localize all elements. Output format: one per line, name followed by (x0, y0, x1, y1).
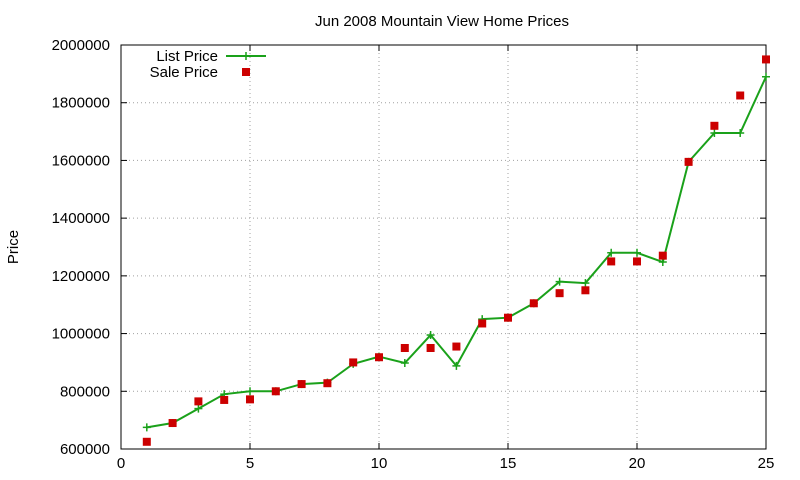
series-list-price (142, 72, 770, 432)
x-tick-label: 25 (758, 455, 775, 472)
y-axis-label: Price (5, 230, 22, 264)
list-price-point (633, 248, 641, 257)
sale-price-point (658, 251, 667, 260)
sale-price-point (246, 395, 254, 404)
list-price-point (581, 279, 590, 288)
x-tick-label: 10 (371, 455, 388, 472)
axis-ticks: 0 5 10 15 20 25 600000 800000 1000000 1200000 1400… (52, 37, 775, 472)
sale-price-point (762, 55, 770, 64)
sale-price-point (633, 257, 641, 266)
list-price-point (762, 72, 770, 81)
sale-price-point (478, 319, 487, 328)
y-tick-label: 1400000 (52, 210, 110, 227)
sale-price-point (220, 395, 229, 404)
sale-price-point (452, 342, 461, 351)
list-price-point (194, 404, 203, 413)
list-price-point (736, 129, 745, 138)
list-price-point (452, 361, 461, 370)
sale-price-point (194, 397, 203, 406)
list-price-point (246, 387, 254, 396)
sale-price-point (504, 313, 512, 322)
y-tick-label: 1200000 (52, 268, 110, 285)
grid (121, 45, 766, 449)
sale-price-point (736, 91, 745, 100)
list-price-point (555, 277, 564, 286)
x-tick-label: 15 (500, 455, 517, 472)
y-tick-label: 1600000 (52, 152, 110, 169)
legend-square-swatch (242, 68, 250, 76)
chart-title: Jun 2008 Mountain View Home Prices (315, 13, 569, 30)
legend-label: Sale Price (150, 64, 218, 81)
x-tick-label: 0 (117, 455, 125, 472)
sale-price-point (529, 299, 538, 308)
y-tick-label: 1800000 (52, 95, 110, 112)
sale-price-point (375, 353, 383, 362)
sale-price-point (426, 344, 435, 352)
sale-price-point (349, 358, 358, 367)
x-tick-label: 20 (629, 455, 646, 472)
list-price-point (400, 359, 409, 368)
y-tick-label: 600000 (60, 441, 110, 458)
series-layer (142, 55, 770, 446)
y-tick-label: 1000000 (52, 326, 110, 343)
x-tick-label: 5 (246, 455, 254, 472)
sale-price-point (323, 379, 332, 388)
y-tick-label: 2000000 (52, 37, 110, 54)
sale-price-point (710, 121, 719, 130)
list-price-line (146, 76, 767, 429)
sale-price-point (297, 380, 306, 389)
legend-plus-swatch (242, 52, 250, 60)
legend-label: List Price (156, 48, 218, 65)
sale-price-point (581, 286, 590, 295)
sale-price-point (607, 257, 616, 266)
sale-price-point (555, 289, 564, 298)
sale-price-point (168, 419, 177, 428)
list-price-point (710, 129, 719, 138)
series-sale-price (142, 55, 770, 446)
plot-frame (120, 44, 767, 450)
sale-price-point (684, 157, 693, 166)
list-price-point (607, 248, 616, 257)
list-price-point (142, 423, 151, 432)
sale-price-point (271, 387, 280, 396)
list-price-point (426, 331, 435, 340)
sale-price-point (400, 344, 409, 352)
y-tick-label: 800000 (60, 383, 110, 400)
sale-price-point (142, 437, 151, 446)
